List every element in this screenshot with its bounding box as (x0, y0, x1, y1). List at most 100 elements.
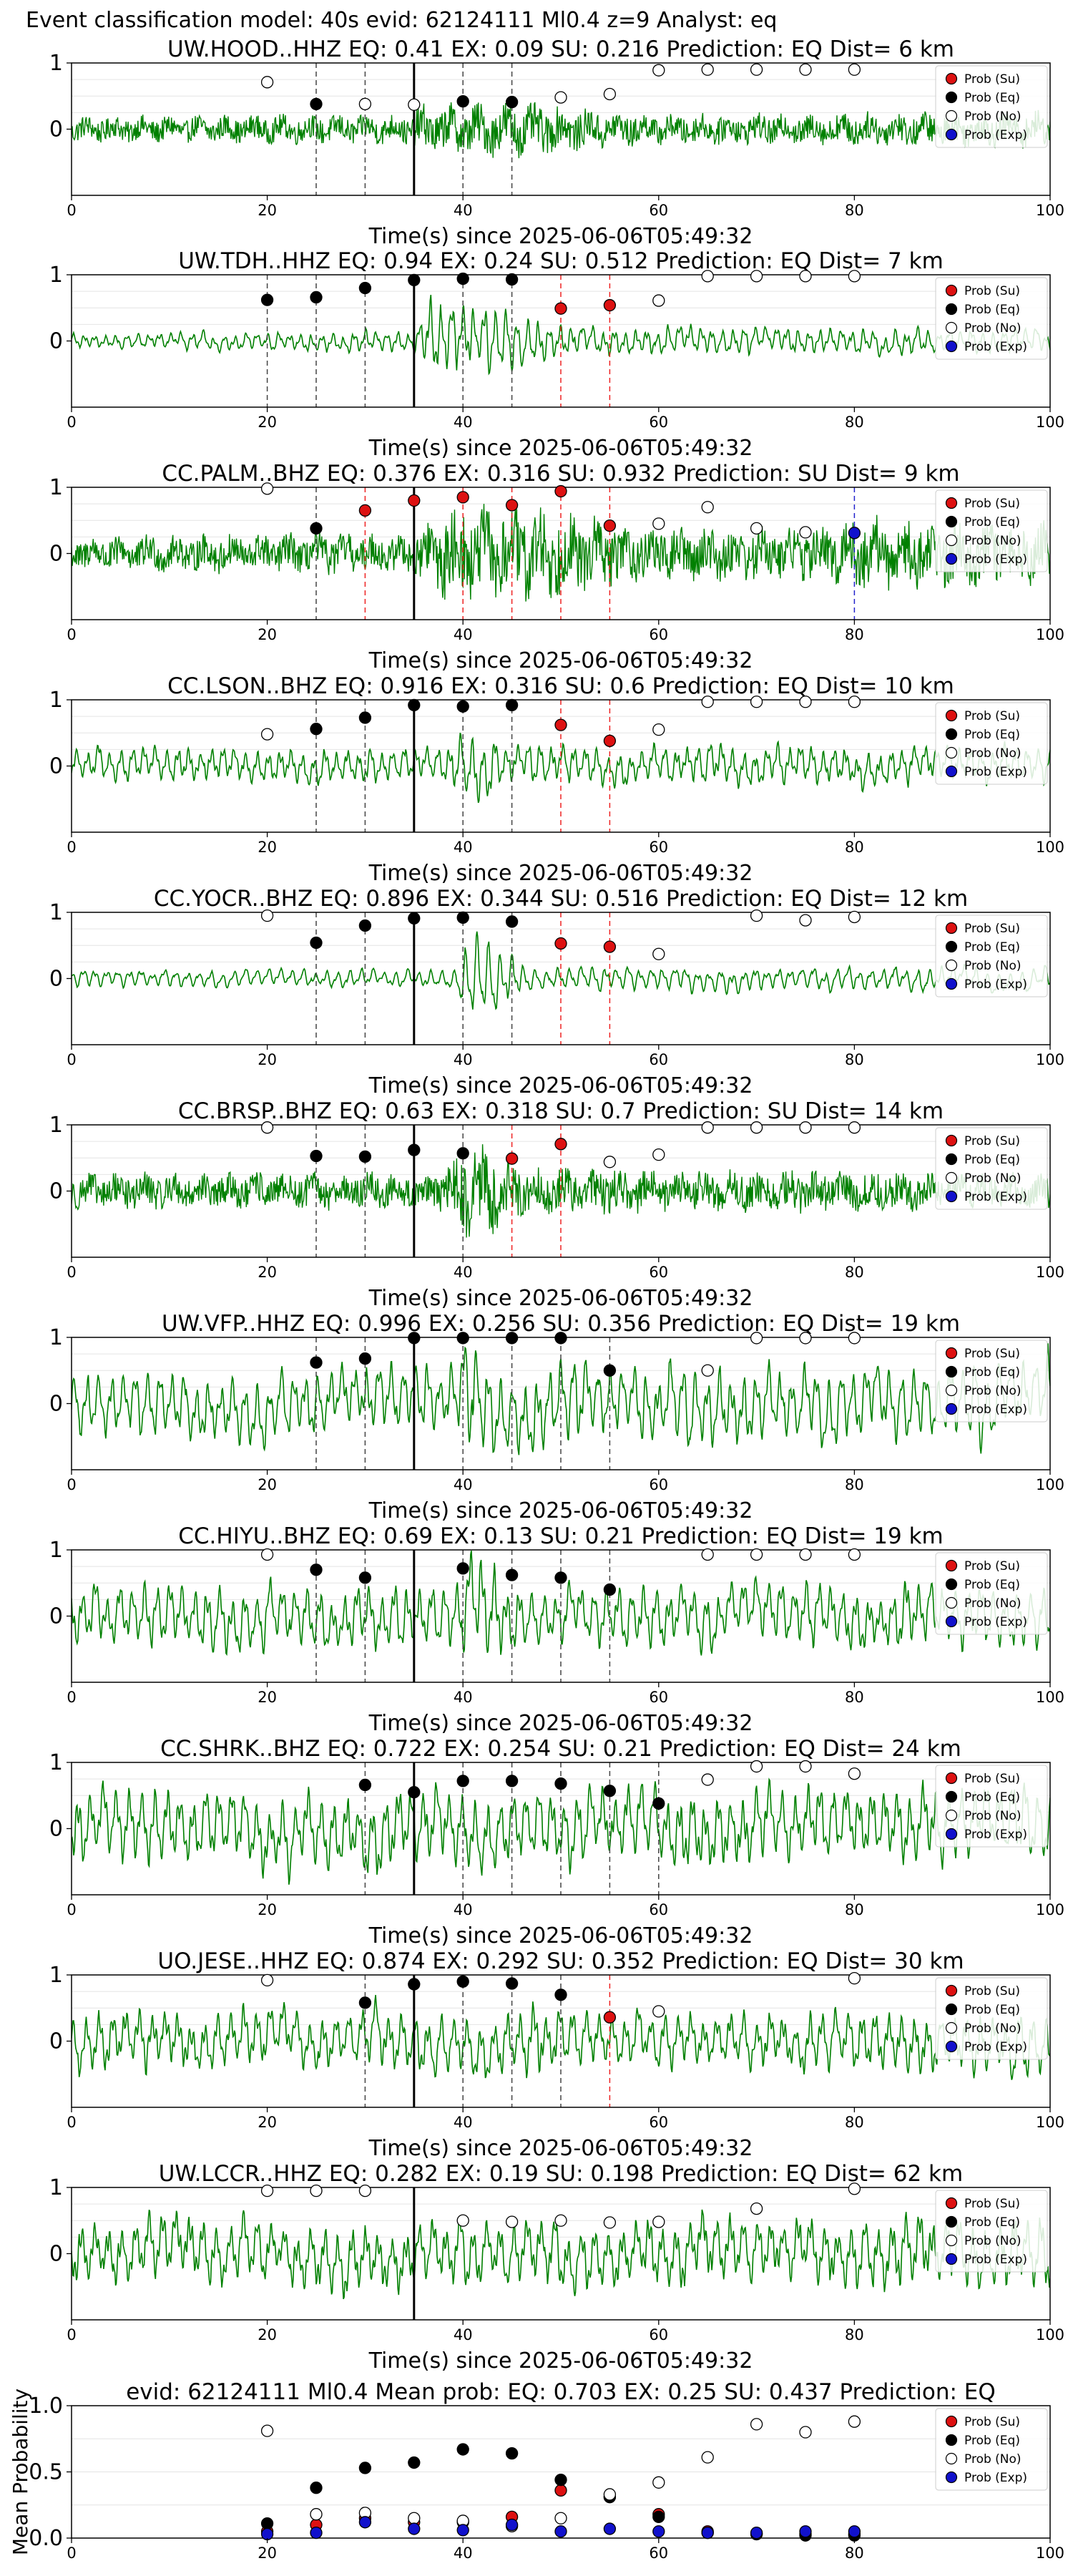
prob-point-exp (848, 527, 861, 540)
x-axis-label: Time(s) since 2025-06-06T05:49:32 (368, 2136, 753, 2161)
legend-marker-exp (945, 1190, 958, 1203)
plot-area (72, 275, 1050, 407)
x-tick-label: 100 (1036, 839, 1064, 856)
prob-point-eq (456, 1332, 469, 1345)
prob-point-eq (456, 1975, 469, 1988)
x-axis-label: Time(s) since 2025-06-06T05:49:32 (368, 648, 753, 673)
x-tick-label: 0 (67, 626, 76, 643)
legend-label: Prob (No) (964, 109, 1021, 124)
prob-point-su (554, 1138, 567, 1151)
prob-point-exp (408, 2522, 421, 2535)
prob-point-no (701, 2451, 714, 2464)
panel-title: CC.BRSP..BHZ EQ: 0.63 EX: 0.318 SU: 0.7 … (178, 1098, 944, 1124)
prob-point-eq (408, 698, 421, 712)
prob-point-no (408, 98, 421, 111)
x-tick-label: 20 (258, 202, 277, 219)
prob-point-eq (554, 1989, 567, 2001)
legend-label: Prob (Exp) (964, 2471, 1027, 2485)
x-tick-label: 60 (649, 202, 668, 219)
prob-point-no (701, 1548, 714, 1561)
prob-point-no (848, 1548, 861, 1561)
legend-marker-exp (945, 765, 958, 778)
legend-box (935, 277, 1048, 360)
x-tick-label: 40 (454, 1476, 473, 1493)
prob-point-no (701, 1121, 714, 1134)
y-tick-label: 0 (49, 1817, 63, 1842)
legend-label: Prob (Eq) (964, 515, 1020, 530)
prob-point-su (603, 298, 617, 312)
legend-marker-exp (945, 1828, 958, 1840)
legend-label: Prob (Eq) (964, 1578, 1020, 1592)
x-tick-label: 100 (1036, 1689, 1064, 1706)
legend-label: Prob (Su) (964, 1559, 1020, 1574)
x-tick-label: 60 (649, 1476, 668, 1493)
legend-marker-su (945, 72, 958, 85)
legend-marker-no (945, 1171, 958, 1184)
panel-title: CC.LSON..BHZ EQ: 0.916 EX: 0.316 SU: 0.6… (167, 673, 954, 699)
y-tick-label: 0 (49, 117, 63, 142)
legend-label: Prob (Eq) (964, 1153, 1020, 1167)
legend-label: Prob (No) (964, 534, 1021, 548)
x-axis-label: Time(s) since 2025-06-06T05:49:32 (368, 1286, 753, 1311)
prob-point-no (505, 2215, 519, 2228)
prob-point-eq (408, 1332, 421, 1345)
x-tick-label: 100 (1036, 1476, 1064, 1493)
prob-point-no (750, 522, 763, 535)
y-tick-label: 1 (49, 1538, 63, 1563)
prob-point-su (408, 494, 421, 507)
x-tick-label: 80 (845, 202, 864, 219)
y-tick-label: 0.5 (29, 2460, 63, 2485)
x-tick-label: 40 (454, 1901, 473, 1918)
prob-point-eq (358, 1150, 372, 1163)
prob-point-no (652, 1148, 665, 1161)
legend-marker-exp (945, 1615, 958, 1628)
prob-point-no (750, 2418, 763, 2431)
x-tick-label: 60 (649, 839, 668, 856)
prob-point-no (848, 63, 861, 76)
y-tick-label: 1 (49, 2175, 63, 2200)
x-tick-label: 20 (258, 2114, 277, 2131)
prob-point-no (652, 723, 665, 736)
legend-marker-exp (945, 2040, 958, 2053)
axes-frame (71, 2187, 1051, 2321)
panel-12: evid: 62124111 Ml0.4 Mean prob: EQ: 0.70… (9, 2379, 1064, 2562)
legend-marker-su (945, 1772, 958, 1785)
x-tick-label: 100 (1036, 1051, 1064, 1068)
prob-point-no (701, 1773, 714, 1786)
x-tick-label: 20 (258, 839, 277, 856)
prob-point-eq (408, 2456, 421, 2469)
y-tick-label: 0 (49, 2029, 63, 2054)
legend-marker-su (945, 709, 958, 722)
prob-point-no (799, 63, 812, 76)
prob-point-no (848, 270, 861, 283)
legend-marker-no (945, 959, 958, 972)
prob-point-no (799, 526, 812, 539)
legend-label: Prob (Eq) (964, 940, 1020, 955)
legend-box (935, 1340, 1048, 1423)
prob-point-no (358, 2184, 372, 2197)
x-axis-label: Time(s) since 2025-06-06T05:49:32 (368, 224, 753, 249)
legend-label: Prob (No) (964, 1171, 1021, 1186)
x-tick-label: 20 (258, 2326, 277, 2343)
legend-marker-su (945, 284, 958, 297)
y-tick-label: 1 (49, 51, 63, 76)
prob-point-eq (456, 272, 469, 286)
x-tick-label: 80 (845, 1264, 864, 1281)
x-tick-label: 20 (258, 2545, 277, 2562)
panel-1: UW.HOOD..HHZ EQ: 0.41 EX: 0.09 SU: 0.216… (49, 36, 1064, 249)
prob-point-no (799, 270, 812, 283)
prob-point-eq (505, 95, 519, 109)
panel-title: UW.LCCR..HHZ EQ: 0.282 EX: 0.19 SU: 0.19… (159, 2161, 963, 2187)
legend-label: Prob (Exp) (964, 1828, 1027, 1842)
prob-point-no (750, 1332, 763, 1345)
x-tick-label: 20 (258, 1264, 277, 1281)
legend-marker-eq (945, 91, 958, 104)
prob-point-eq (310, 291, 323, 304)
prob-point-no (603, 2216, 617, 2229)
prob-point-no (603, 2488, 617, 2501)
prob-point-exp (750, 2526, 763, 2540)
prob-point-no (260, 2424, 274, 2437)
prob-point-no (848, 1121, 861, 1134)
prob-point-su (603, 2011, 617, 2024)
